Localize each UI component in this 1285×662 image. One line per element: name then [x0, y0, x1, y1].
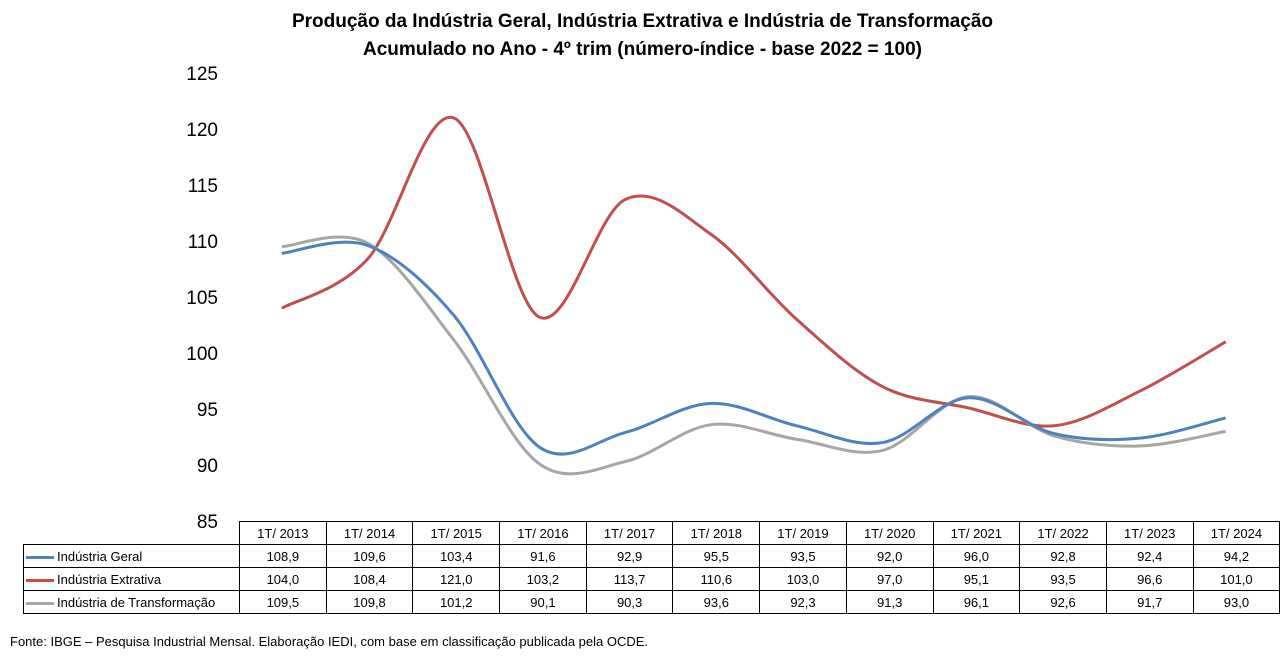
series-line-ind-stria-geral [281, 240, 1227, 456]
series-line-ind-stria-extrativa [281, 116, 1227, 428]
y-tick-label: 100 [186, 344, 218, 365]
data-value-cell: 97,0 [845, 567, 934, 591]
series-name: Indústria Extrativa [57, 571, 162, 587]
data-value-cell: 92,6 [1019, 590, 1107, 614]
legend-entry: Indústria Extrativa [23, 567, 240, 591]
data-value-cell: 103,4 [412, 544, 501, 568]
y-tick-label: 90 [197, 456, 218, 477]
y-tick-label: 105 [186, 288, 218, 309]
data-value-cell: 96,1 [932, 590, 1021, 614]
x-category-label: 1T/ 2024 [1192, 521, 1281, 545]
legend-line-swatch [26, 555, 54, 559]
data-value-cell: 93,6 [672, 590, 761, 614]
data-value-cell: 113,7 [585, 567, 674, 591]
data-value-cell: 104,0 [239, 567, 327, 591]
data-value-cell: 93,5 [1019, 567, 1107, 591]
series-name: Indústria Geral [57, 548, 143, 564]
data-value-cell: 96,0 [932, 544, 1021, 568]
data-value-cell: 95,1 [932, 567, 1021, 591]
data-value-cell: 92,0 [845, 544, 934, 568]
series-name: Indústria de Transformação [57, 594, 216, 610]
x-category-label: 1T/ 2020 [845, 521, 934, 545]
data-value-cell: 91,6 [499, 544, 587, 568]
y-axis: 125 120 115 110 105 100 95 90 85 [186, 64, 218, 533]
series-lines [281, 116, 1227, 476]
data-table: 1T/ 2013 1T/ 2014 1T/ 2015 1T/ 2016 1T/ 2017… [23, 521, 1281, 614]
data-value-cell: 101,0 [1192, 567, 1281, 591]
x-category-label: 1T/ 2023 [1105, 521, 1194, 545]
chart-title-line-2: Acumulado no Ano - 4º trim (número-índic… [363, 39, 922, 60]
legend-entry: Indústria de Transformação [23, 590, 240, 614]
data-value-cell: 108,9 [239, 544, 327, 568]
table-row: Indústria Geral 108,9 109,6 103,4 91,6 92,9 95… [23, 544, 1281, 568]
data-value-cell: 108,4 [325, 567, 414, 591]
data-value-cell: 92,4 [1105, 544, 1194, 568]
table-header-row: 1T/ 2013 1T/ 2014 1T/ 2015 1T/ 2016 1T/ 2017… [24, 521, 1281, 545]
data-value-cell: 103,0 [759, 567, 847, 591]
x-category-label: 1T/ 2016 [499, 521, 587, 545]
table-corner [24, 522, 240, 545]
data-value-cell: 95,5 [672, 544, 761, 568]
y-tick-label: 110 [188, 232, 218, 253]
data-value-cell: 92,9 [585, 544, 674, 568]
x-category-label: 1T/ 2014 [325, 521, 414, 545]
data-value-cell: 101,2 [412, 590, 501, 614]
data-value-cell: 90,1 [499, 590, 587, 614]
data-value-cell: 103,2 [499, 567, 587, 591]
y-tick-label: 120 [186, 120, 218, 141]
data-value-cell: 91,7 [1105, 590, 1194, 614]
y-tick-label: 85 [197, 512, 218, 533]
legend-line-swatch [26, 578, 54, 582]
legend-entry: Indústria Geral [23, 544, 240, 568]
data-value-cell: 109,5 [239, 590, 327, 614]
x-category-label: 1T/ 2017 [585, 521, 674, 545]
series-line-ind-stria-de-transforma-o [281, 235, 1226, 476]
data-value-cell: 96,6 [1105, 567, 1194, 591]
x-category-label: 1T/ 2022 [1019, 521, 1107, 545]
source-note: Fonte: IBGE – Pesquisa Industrial Mensal… [10, 634, 649, 649]
x-category-label: 1T/ 2018 [672, 521, 761, 545]
legend-line-swatch [26, 601, 54, 605]
x-category-label: 1T/ 2021 [932, 521, 1021, 545]
data-value-cell: 109,8 [325, 590, 414, 614]
data-value-cell: 93,0 [1192, 590, 1281, 614]
x-category-label: 1T/ 2013 [239, 521, 327, 545]
data-value-cell: 91,3 [845, 590, 934, 614]
data-value-cell: 93,5 [759, 544, 847, 568]
data-value-cell: 94,2 [1192, 544, 1281, 568]
y-tick-label: 125 [186, 64, 218, 85]
data-value-cell: 121,0 [412, 567, 501, 591]
x-category-label: 1T/ 2019 [759, 521, 847, 545]
x-category-label: 1T/ 2015 [412, 521, 501, 545]
table-row: Indústria de Transformação 109,5 109,8 101,… [23, 590, 1281, 614]
chart-title-line-1: Produção da Indústria Geral, Indústria E… [291, 11, 994, 32]
y-tick-label: 115 [188, 176, 218, 197]
y-tick-label: 95 [197, 400, 218, 421]
data-value-cell: 110,6 [672, 567, 761, 591]
data-value-cell: 109,6 [325, 544, 414, 568]
data-value-cell: 92,8 [1019, 544, 1107, 568]
data-value-cell: 90,3 [585, 590, 674, 614]
data-value-cell: 92,3 [759, 590, 847, 614]
table-row: Indústria Extrativa 104,0 108,4 121,0 103,2 1… [23, 567, 1281, 591]
